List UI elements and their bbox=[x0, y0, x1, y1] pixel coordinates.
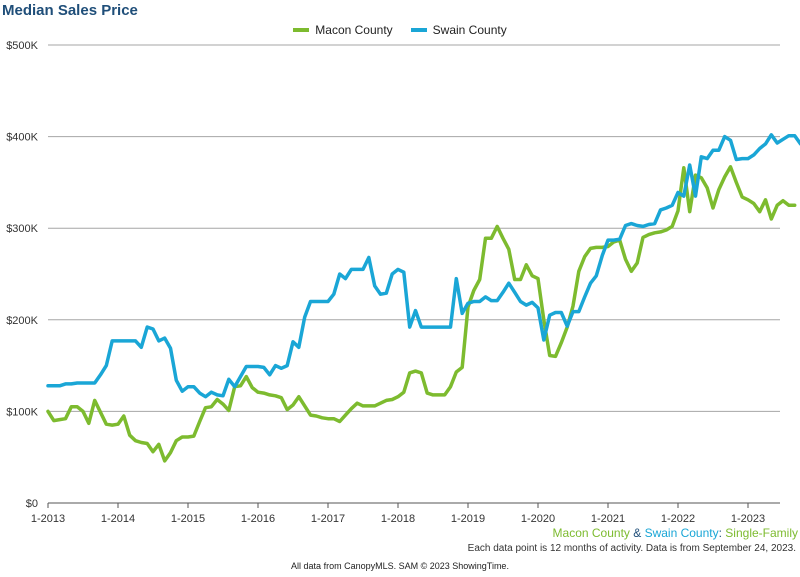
legend-item-swain: Swain County bbox=[410, 23, 507, 37]
caption-swain: Swain County bbox=[644, 526, 719, 540]
chart-legend: Macon County Swain County bbox=[0, 23, 800, 37]
chart-caption: Macon County & Swain County: Single-Fami… bbox=[553, 526, 798, 540]
x-tick-label: 1-2013 bbox=[31, 513, 65, 525]
caption-macon: Macon County bbox=[552, 526, 630, 540]
data-note: Each data point is 12 months of activity… bbox=[467, 543, 796, 554]
x-tick-label: 1-2021 bbox=[591, 513, 625, 525]
chart-title: Median Sales Price bbox=[2, 2, 138, 19]
legend-label-macon: Macon County bbox=[315, 23, 393, 37]
caption-property-type: Single-Family bbox=[721, 526, 798, 540]
series-line-macon-county bbox=[46, 165, 797, 463]
x-tick-label: 1-2023 bbox=[731, 513, 765, 525]
y-tick-label: $100K bbox=[6, 406, 38, 418]
legend-label-swain: Swain County bbox=[432, 23, 507, 37]
caption-colon: : bbox=[718, 526, 722, 540]
x-tick-label: 1-2019 bbox=[451, 513, 485, 525]
y-tick-label: $0 bbox=[26, 498, 38, 510]
series-line-swain-county bbox=[46, 133, 800, 399]
x-tick-label: 1-2016 bbox=[241, 513, 275, 525]
legend-swatch-macon bbox=[293, 28, 310, 32]
y-tick-label: $500K bbox=[6, 40, 38, 52]
footer-credit: All data from CanopyMLS. SAM © 2023 Show… bbox=[291, 561, 509, 571]
x-tick-label: 1-2020 bbox=[521, 513, 555, 525]
legend-item-macon: Macon County bbox=[293, 23, 393, 37]
y-tick-label: $300K bbox=[6, 223, 38, 235]
x-tick-label: 1-2017 bbox=[311, 513, 345, 525]
legend-swatch-swain bbox=[410, 28, 427, 32]
x-tick-label: 1-2018 bbox=[381, 513, 415, 525]
caption-ampersand: & bbox=[629, 526, 645, 540]
x-tick-label: 1-2015 bbox=[171, 513, 205, 525]
x-tick-label: 1-2014 bbox=[101, 513, 135, 525]
x-tick-label: 1-2022 bbox=[661, 513, 695, 525]
y-tick-label: $400K bbox=[6, 132, 38, 144]
y-tick-label: $200K bbox=[6, 315, 38, 327]
